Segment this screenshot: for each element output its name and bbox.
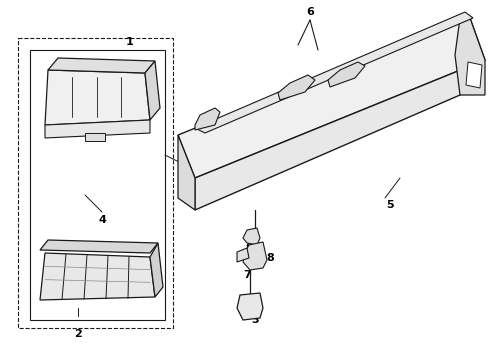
Polygon shape xyxy=(178,135,195,210)
Polygon shape xyxy=(150,243,163,297)
Polygon shape xyxy=(195,108,220,130)
Text: 4: 4 xyxy=(98,215,106,225)
Polygon shape xyxy=(45,70,150,125)
Text: 3: 3 xyxy=(251,315,259,325)
Text: 1: 1 xyxy=(126,37,134,47)
Polygon shape xyxy=(328,62,365,87)
Text: 9: 9 xyxy=(245,243,253,253)
Polygon shape xyxy=(45,120,150,138)
Polygon shape xyxy=(278,75,315,100)
Polygon shape xyxy=(466,62,482,88)
Polygon shape xyxy=(237,248,249,262)
Bar xyxy=(18,38,173,328)
Polygon shape xyxy=(237,293,263,320)
Polygon shape xyxy=(40,240,158,253)
Bar xyxy=(30,50,165,320)
Polygon shape xyxy=(40,253,155,300)
Polygon shape xyxy=(178,18,485,178)
Polygon shape xyxy=(85,133,105,141)
Text: 8: 8 xyxy=(266,253,274,263)
Text: 5: 5 xyxy=(386,200,394,210)
Polygon shape xyxy=(243,242,267,270)
Polygon shape xyxy=(455,18,485,95)
Polygon shape xyxy=(145,61,160,120)
Polygon shape xyxy=(195,60,485,210)
Polygon shape xyxy=(243,228,260,245)
Polygon shape xyxy=(195,12,473,133)
Text: 6: 6 xyxy=(306,7,314,17)
Polygon shape xyxy=(48,58,155,73)
Text: 2: 2 xyxy=(74,329,82,339)
Text: 7: 7 xyxy=(243,270,251,280)
